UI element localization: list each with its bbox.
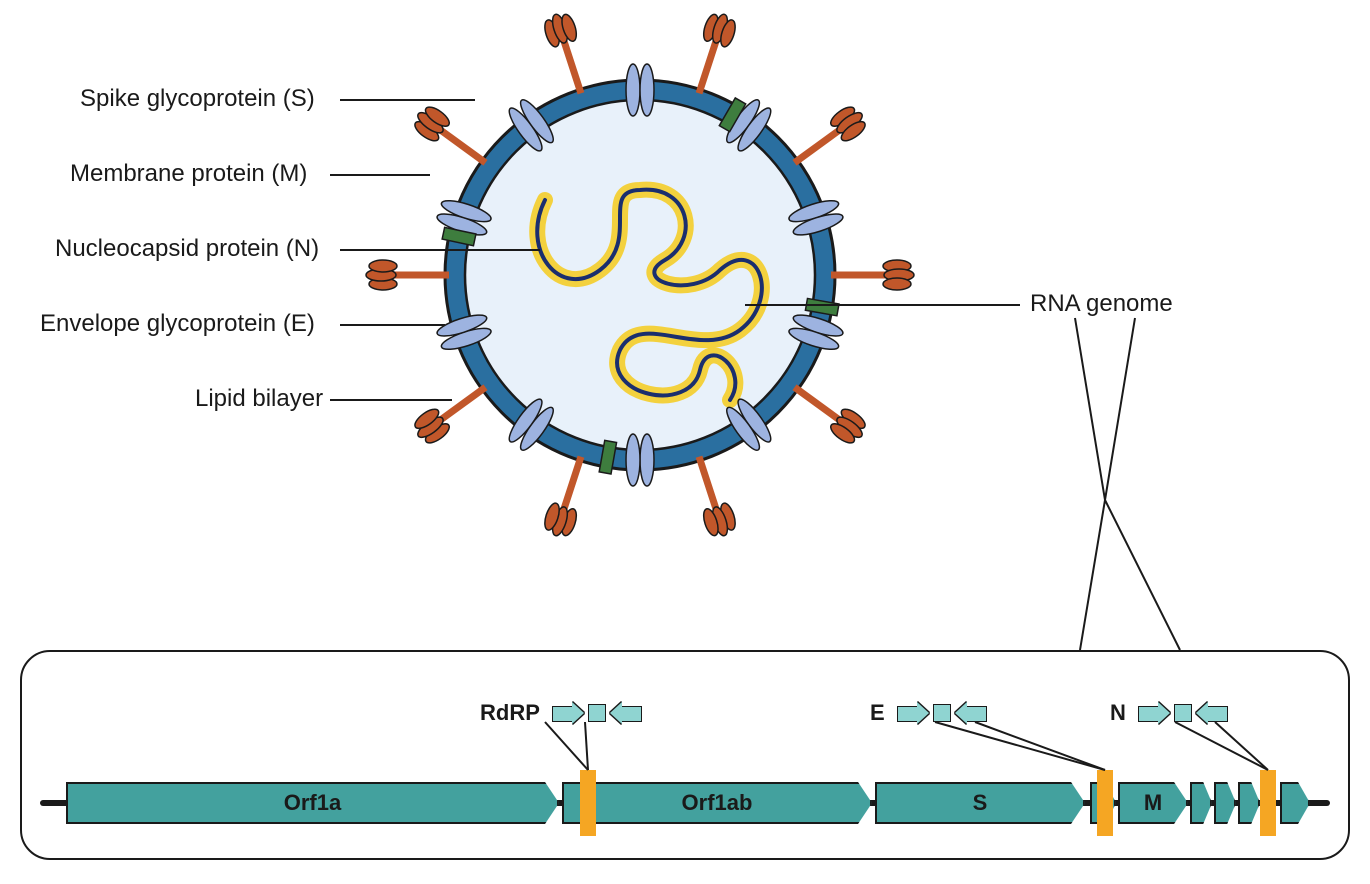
- primer-rev-icon: [955, 704, 987, 722]
- leader-spike: [340, 99, 475, 101]
- marker-N: [1260, 770, 1276, 836]
- marker-RdRP: [580, 770, 596, 836]
- leader-lipid: [330, 399, 452, 401]
- label-rna: RNA genome: [1030, 290, 1173, 318]
- leader-envelope: [340, 324, 445, 326]
- primer-probe-icon: [588, 704, 606, 722]
- leader-membrane: [330, 174, 430, 176]
- primer-label-RdRP: RdRP: [480, 700, 540, 726]
- leader-rna: [745, 304, 1020, 306]
- primer-rev-icon: [610, 704, 642, 722]
- primer-fwd-icon: [897, 704, 929, 722]
- gene-label-Orf1ab: Orf1ab: [682, 790, 753, 816]
- label-lipid: Lipid bilayer: [195, 385, 323, 413]
- label-membrane: Membrane protein (M): [70, 160, 307, 188]
- marker-E: [1097, 770, 1113, 836]
- primer-fwd-icon: [552, 704, 584, 722]
- genome-panel: [20, 650, 1350, 860]
- primer-group-N: N: [1110, 700, 1228, 726]
- primer-label-N: N: [1110, 700, 1126, 726]
- gene-label-S: S: [973, 790, 988, 816]
- gene-Orf1a: Orf1a: [66, 782, 559, 824]
- gene-label-Orf1a: Orf1a: [284, 790, 341, 816]
- label-envelope: Envelope glycoprotein (E): [40, 310, 315, 338]
- gene-M: M: [1118, 782, 1188, 824]
- gene-S: S: [875, 782, 1085, 824]
- primer-group-E: E: [870, 700, 987, 726]
- primer-label-E: E: [870, 700, 885, 726]
- primer-rev-icon: [1196, 704, 1228, 722]
- primer-group-RdRP: RdRP: [480, 700, 642, 726]
- primer-probe-icon: [1174, 704, 1192, 722]
- label-spike: Spike glycoprotein (S): [80, 85, 315, 113]
- primer-probe-icon: [933, 704, 951, 722]
- primer-fwd-icon: [1138, 704, 1170, 722]
- label-nucleocapsid: Nucleocapsid protein (N): [55, 235, 319, 263]
- gene-label-M: M: [1144, 790, 1162, 816]
- virion-illustration: [0, 0, 1370, 560]
- diagram-canvas: Spike glycoprotein (S) Membrane protein …: [0, 0, 1370, 884]
- leader-nucleocapsid: [340, 249, 540, 251]
- gene-Orf1ab: Orf1ab: [562, 782, 872, 824]
